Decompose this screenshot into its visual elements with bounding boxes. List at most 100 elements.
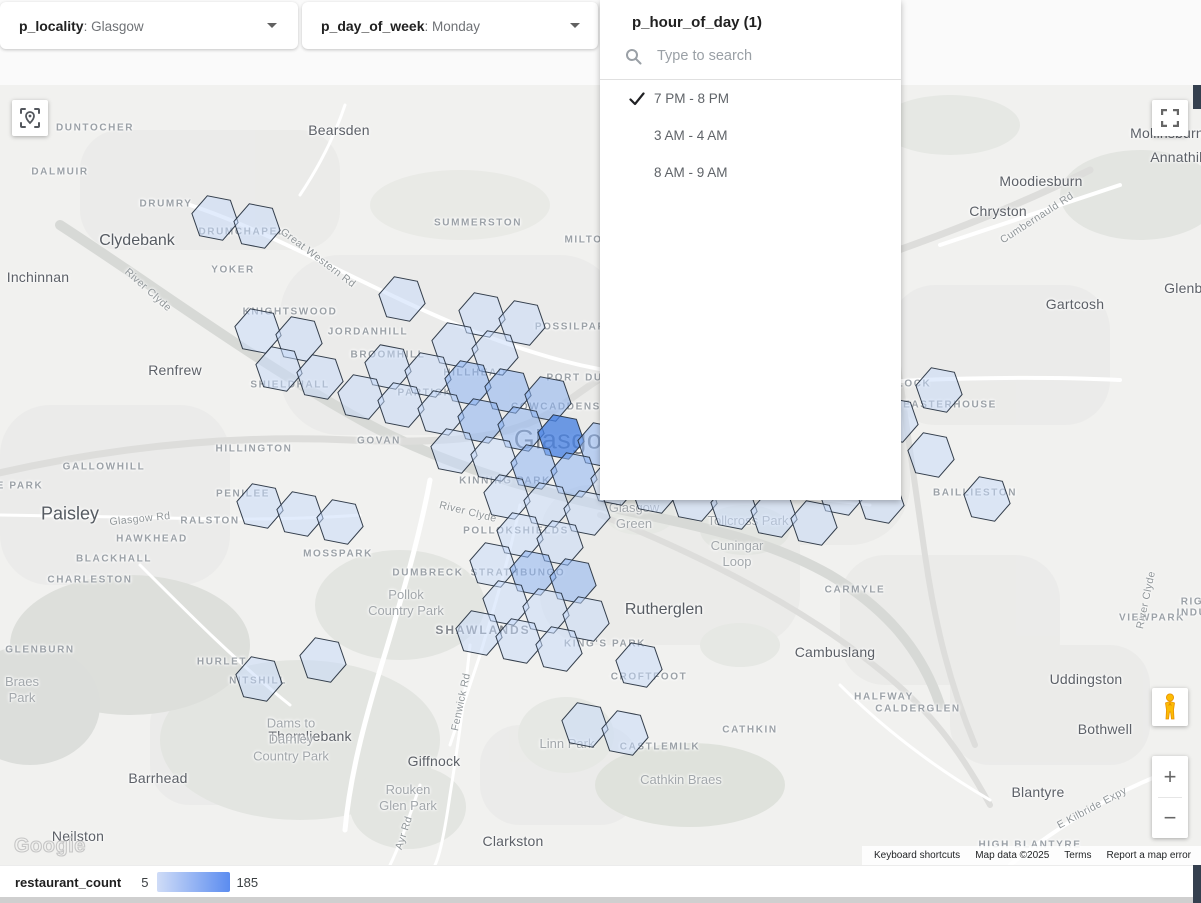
day-of-week-filter-label: p_day_of_week: Monday — [321, 17, 481, 34]
map-label: NITSHILL — [229, 675, 287, 687]
map-label: HALFWAY — [854, 691, 914, 703]
map-label: DUMBRECK — [392, 567, 464, 579]
map-label: PARTICK — [397, 387, 453, 399]
map-label: Paisley — [40, 503, 100, 524]
locality-filter-dropdown[interactable]: p_locality: Glasgow — [0, 2, 298, 49]
map-data-copyright: Map data ©2025 — [975, 850, 1050, 861]
map-label: CASTLEMILK — [619, 741, 701, 753]
hour-option[interactable]: 3 AM - 4 AM — [600, 117, 901, 154]
map-label: GLENBURN — [5, 644, 75, 656]
hour-option-label: 8 AM - 9 AM — [654, 165, 728, 180]
zoom-in-button[interactable]: + — [1163, 763, 1177, 789]
zoom-control: + − — [1152, 756, 1188, 838]
hour-option-label: 3 AM - 4 AM — [654, 128, 728, 143]
keyboard-shortcuts-link[interactable]: Keyboard shortcuts — [874, 850, 961, 861]
map-label: Bearsden — [308, 122, 370, 138]
map-label: Dams to Darnley Country Park — [253, 715, 329, 764]
legend-max-value: 185 — [236, 874, 259, 890]
map-label: PENILEE — [216, 488, 270, 500]
hour-option[interactable]: 7 PM - 8 PM — [600, 80, 901, 117]
search-input[interactable] — [655, 47, 869, 65]
zoom-out-button[interactable]: − — [1163, 804, 1177, 830]
map-label: BLACKHALL — [75, 553, 153, 565]
map-label: MILTON — [564, 234, 612, 246]
map-label: Ayr Rd — [392, 814, 416, 852]
map-label: DALMUIR — [31, 166, 89, 178]
checkmark-icon — [628, 90, 646, 108]
scrollbar-thumb[interactable] — [1193, 865, 1201, 903]
map-label: COWCADDENS — [511, 401, 601, 413]
locate-pin-icon — [20, 108, 40, 128]
map-label: SUMMERSTON — [433, 217, 523, 229]
locality-filter-value: : Glasgow — [83, 18, 144, 34]
map-label: Pollok Country Park — [368, 586, 444, 618]
map-label: Rouken Glen Park — [379, 781, 437, 813]
map-label: Cathkin Braes — [640, 771, 722, 787]
scrollbar-thumb[interactable] — [1193, 85, 1201, 109]
map-label: Uddingston — [1049, 671, 1123, 687]
checkmark-placeholder — [628, 164, 646, 182]
map-attribution: Keyboard shortcuts Map data ©2025 Terms … — [862, 846, 1201, 865]
map-label: STRATHBUNGO — [470, 567, 566, 579]
map-label: GOVAN — [357, 435, 401, 447]
map-label: SHAWLANDS — [435, 623, 531, 637]
map-label: Cambuslang — [794, 644, 876, 660]
map-label: HAWKHEAD — [116, 533, 188, 545]
chevron-down-icon — [267, 23, 277, 28]
fullscreen-button[interactable] — [1152, 100, 1188, 136]
map-label: LOCK — [896, 378, 932, 390]
map-label: River Clyde — [122, 265, 174, 315]
map-label: PORT DUNDAS — [546, 372, 638, 384]
map-label: DRUMCHAPEL — [198, 226, 286, 238]
day-of-week-filter-dropdown[interactable]: p_day_of_week: Monday — [302, 2, 598, 49]
hour-options-list: 7 PM - 8 PM 3 AM - 4 AM 8 AM - 9 AM — [600, 80, 901, 191]
map-label: CHARLESTON — [47, 574, 133, 586]
map-label: CALDERGLEN — [875, 703, 961, 715]
map-label: E Kilbride Expy — [1055, 784, 1129, 832]
map-label: Cuningar Loop — [710, 537, 764, 569]
map-label: SHIELDHALL — [250, 379, 330, 391]
chevron-down-icon — [570, 23, 580, 28]
map-label: BAILLIESTON — [932, 487, 1018, 499]
map-label: HIGH BLANTYRE — [978, 839, 1082, 851]
map-label: Barrhead — [128, 770, 188, 786]
map-label: Thornliebank — [268, 728, 352, 744]
map-label: POLLOKSHIELDS — [463, 525, 569, 537]
map-label: INDU — [1176, 607, 1201, 619]
map-label: Rutherglen — [624, 601, 704, 618]
hour-filter-title: p_hour_of_day (1) — [632, 14, 763, 31]
terms-link[interactable]: Terms — [1064, 850, 1092, 861]
map-label: Chryston — [969, 203, 1027, 219]
map-label: Clydebank — [99, 232, 175, 249]
map-label: POSSILPARK — [534, 321, 616, 333]
map-label: RIG — [1180, 596, 1201, 608]
search-icon — [626, 48, 642, 64]
panel-divider — [600, 79, 901, 80]
map-label: Bothwell — [1077, 721, 1133, 737]
map-label: Giffnock — [407, 753, 461, 769]
map-label: KINNING PARK — [459, 475, 551, 487]
legend-min-value: 5 — [141, 874, 149, 890]
pegman-button[interactable] — [1152, 688, 1188, 726]
zoom-divider — [1158, 796, 1182, 798]
hour-filter-search[interactable] — [600, 37, 901, 75]
map-label: YOKER — [211, 264, 255, 276]
map-label: HILLINGTON — [215, 443, 293, 455]
fullscreen-icon — [1161, 109, 1179, 127]
google-logo[interactable]: Google — [13, 834, 86, 857]
map-label: Inchinnan — [6, 269, 70, 285]
map-label: GALLOWHILL — [62, 461, 146, 473]
report-map-error-link[interactable]: Report a map error — [1106, 850, 1191, 861]
map-label: Tollcross Park — [707, 512, 789, 528]
legend-gradient-bar — [157, 872, 231, 892]
map-label: Glenboig — [1164, 280, 1201, 296]
map-label: VIEWPARK — [1119, 612, 1185, 624]
day-of-week-filter-value: : Monday — [424, 18, 481, 34]
map-label: Annathill — [1150, 149, 1201, 165]
map-label: RALSTON — [180, 515, 240, 527]
map-label: KING'S PARK — [563, 638, 647, 650]
map-label: BROOMHILL — [350, 349, 426, 361]
hour-option[interactable]: 8 AM - 9 AM — [600, 154, 901, 191]
locate-button[interactable] — [12, 100, 48, 136]
map-label: Blantyre — [1011, 784, 1065, 800]
